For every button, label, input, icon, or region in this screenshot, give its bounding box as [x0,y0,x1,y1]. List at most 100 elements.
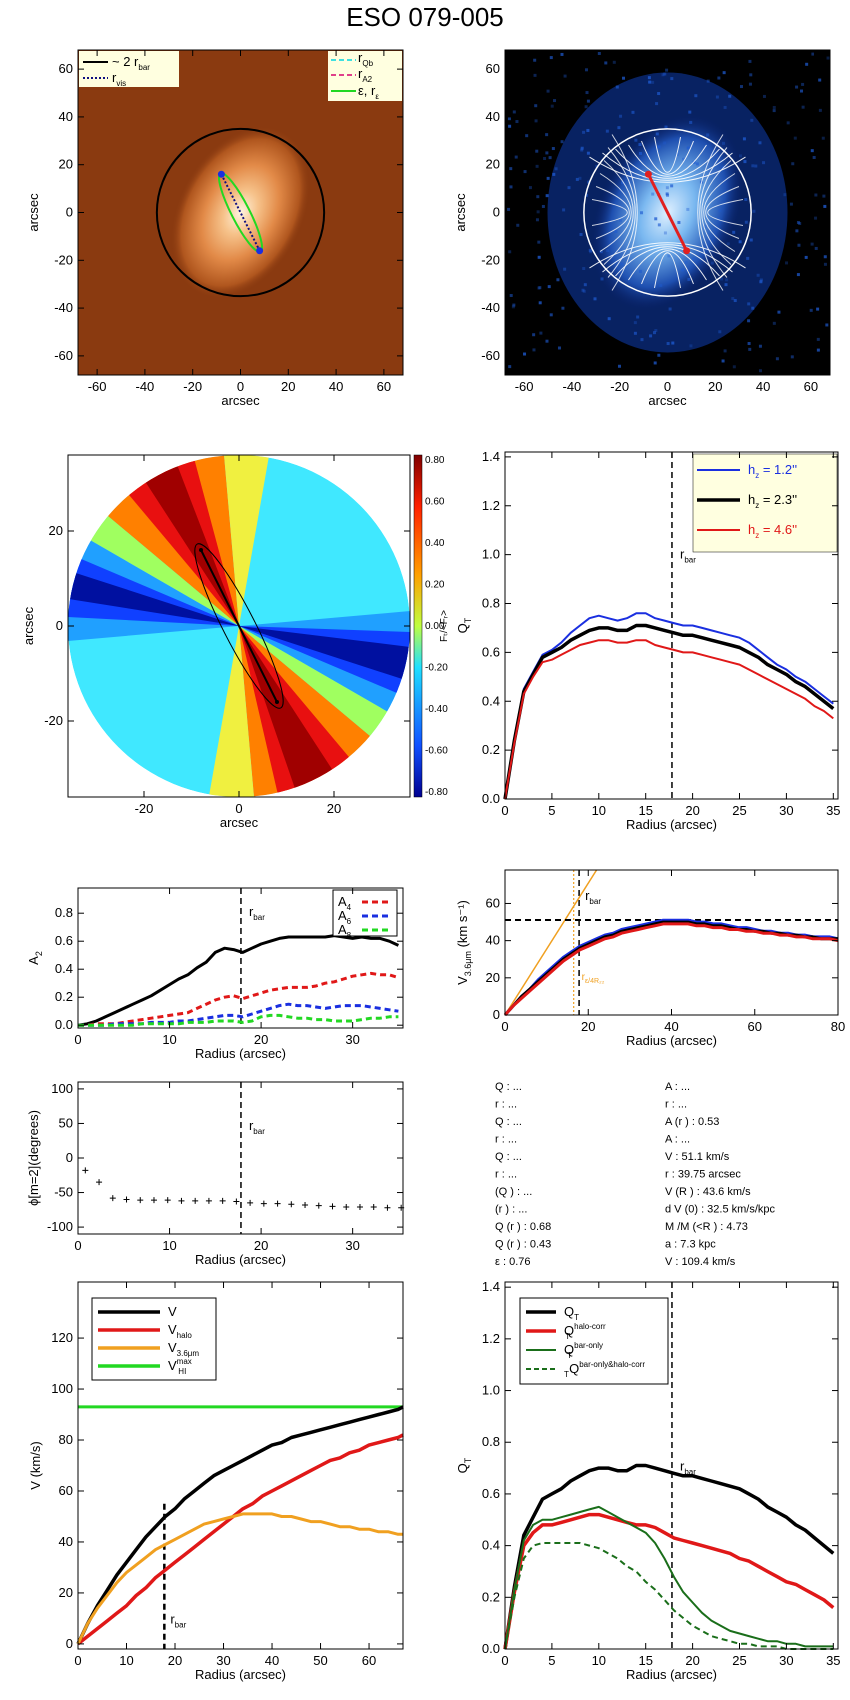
noise-pixel [651,80,655,84]
series-line [76,1405,404,1645]
noise-pixel [514,155,518,159]
scatter-point [96,1179,103,1186]
noise-pixel [744,220,748,224]
noise-pixel [580,148,584,152]
noise-pixel [823,255,827,259]
rbar-label: rbar [680,547,696,565]
noise-pixel [744,197,748,201]
y-tick-label: 0 [66,205,73,220]
noise-pixel [706,133,710,137]
y-axis-label: ϕ[m=2](degrees) [26,1110,41,1206]
noise-pixel [814,246,818,250]
y-axis-label: QT [455,617,473,633]
contour-line [654,136,681,173]
noise-pixel [726,242,730,246]
legend-label: Qhalo-corr T [564,1322,606,1341]
noise-pixel [547,285,551,289]
wedge-transition [219,455,278,626]
legend-label: Vhalo [168,1322,192,1340]
scatter-point [205,1197,212,1204]
colorbar-tick-label: 0.00 [425,621,445,632]
noise-pixel [795,85,799,89]
y-tick-label: -50 [54,1185,73,1200]
noise-pixel [631,110,635,114]
x-tick-label: 60 [377,379,391,394]
param-left-line: Q (r ) : 0.43 [495,1239,551,1251]
bar-end-dot [199,548,203,552]
noise-pixel [537,255,541,259]
colorbar-tick-label: -0.40 [425,704,448,715]
noise-pixel [537,286,541,290]
noise-pixel [772,321,776,325]
x-axis-label: Radius (arcsec) [195,1252,286,1267]
legend-label: ~ 2 rbar [112,54,150,72]
noise-pixel [537,240,541,244]
noise-pixel [723,105,727,109]
x-tick-label: 40 [265,1653,279,1668]
y-tick-label: 0.8 [55,905,73,920]
y-tick-label: 100 [51,1381,73,1396]
y-tick-label: 60 [486,895,500,910]
scatter-point [247,1199,254,1206]
noise-pixel [722,71,726,75]
noise-pixel [654,329,658,333]
noise-pixel [585,193,589,197]
y-tick-label: 40 [486,933,500,948]
legend-label: rQb [358,50,374,68]
contour-line [591,199,628,226]
noise-pixel [751,306,755,310]
scatter-point [370,1204,377,1211]
y-tick-label: -20 [481,252,500,267]
noise-pixel [511,305,515,309]
y-tick-label: 0.8 [482,596,500,611]
param-left-line: (Q ) : ... [495,1186,532,1198]
noise-pixel [668,307,672,311]
noise-pixel [695,162,699,166]
noise-pixel [816,307,820,311]
param-left-line: Q : ... [495,1081,522,1093]
contour-line [615,148,720,179]
legend-label: hz = 1.2'' [748,462,797,480]
noise-pixel [665,68,669,72]
noise-pixel [747,342,751,346]
y-tick-label: 0 [66,1636,73,1651]
y-tick-label: 20 [486,157,500,172]
x-tick-label: 0 [501,1019,508,1034]
noise-pixel [823,204,827,208]
noise-pixel [717,76,721,80]
noise-pixel [733,299,737,303]
x-tick-label: 0 [74,1238,81,1253]
noise-pixel [618,218,622,222]
y-tick-label: 1.0 [482,547,500,562]
noise-pixel [593,297,597,301]
noise-pixel [826,56,830,60]
y-tick-label: -20 [44,713,63,728]
noise-pixel [805,62,809,66]
noise-pixel [579,232,583,236]
x-tick-label: 5 [548,803,555,818]
y-tick-label: 0.0 [482,1641,500,1656]
noise-pixel [545,339,549,343]
noise-pixel [718,330,722,334]
noise-pixel [538,301,542,305]
series-line [504,1505,834,1650]
scatter-point [150,1197,157,1204]
noise-pixel [578,176,582,180]
noise-pixel [706,79,710,83]
noise-pixel [653,361,657,365]
y-tick-label: -40 [54,300,73,315]
contour-line [589,242,746,269]
noise-pixel [640,211,644,215]
x-tick-label: -60 [88,379,107,394]
noise-pixel [801,105,805,109]
y-axis-label: arcsec [26,193,41,232]
x-tick-label: -60 [515,379,534,394]
series-line [78,1013,399,1027]
param-left-line: (r ) : ... [495,1204,527,1216]
noise-pixel [583,283,587,287]
y-tick-label: 0 [56,618,63,633]
noise-pixel [535,218,539,222]
noise-pixel [639,151,643,155]
y-tick-label: 0.0 [482,791,500,806]
y-tick-label: 40 [59,109,73,124]
